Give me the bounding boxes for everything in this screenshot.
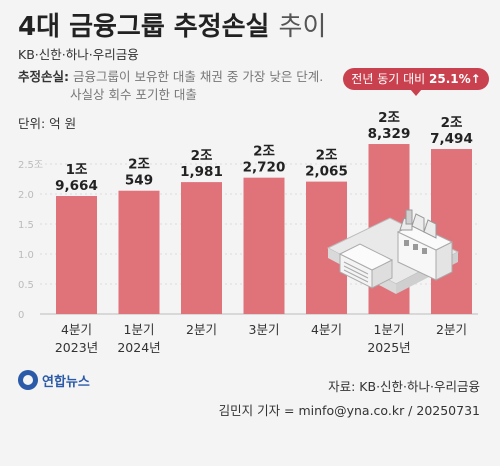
- bar: [243, 177, 285, 314]
- y-tick-label: 0: [18, 310, 24, 321]
- value-label-top: 1조: [66, 162, 88, 178]
- yonhap-logo-text: 연합뉴스: [42, 374, 90, 390]
- value-label-top: 2조: [441, 115, 463, 131]
- value-label-bottom: 2,065: [305, 164, 348, 180]
- value-label-bottom: 2,720: [243, 160, 286, 176]
- yoy-change-text: 전년 동기 대비: [351, 72, 426, 86]
- chart-title: 4대 금융그룹 추정손실 추이: [18, 6, 326, 43]
- definition-line1: 금융그룹이 보유한 대출 채권 중 가장 낮은 단계.: [72, 69, 324, 84]
- x-tick-year-label: 2023년: [55, 340, 98, 355]
- title-suffix: 추이: [278, 12, 327, 42]
- x-tick-label: 3분기: [249, 322, 280, 337]
- chart-subtitle: KB·신한·하나·우리금융: [18, 47, 139, 62]
- value-label-bottom: 9,664: [55, 178, 98, 194]
- x-tick-label: 1분기: [374, 322, 405, 337]
- factory-icon: [326, 209, 460, 294]
- value-label-top: 2조: [128, 157, 150, 173]
- definition-note: 추정손실: 금융그룹이 보유한 대출 채권 중 가장 낮은 단계. 사실상 회수…: [18, 68, 323, 104]
- yonhap-logo-icon: [18, 370, 38, 390]
- bar: [431, 149, 472, 314]
- bar: [181, 182, 222, 314]
- bar: [56, 196, 97, 314]
- y-tick-label: 1.0: [18, 250, 34, 261]
- value-label-top: 2조: [191, 148, 213, 164]
- x-tick-year-label: 2025년: [367, 340, 410, 355]
- callout-pointer: [410, 89, 422, 96]
- definition-label: 추정손실:: [18, 69, 69, 84]
- unit-label: 단위: 억 원: [18, 116, 77, 131]
- x-tick-label: 4분기: [311, 322, 342, 337]
- x-tick-label: 2분기: [436, 322, 467, 337]
- yonhap-logo: 연합뉴스: [18, 370, 90, 390]
- value-label-top: 2조: [378, 110, 400, 126]
- bar: [118, 190, 160, 314]
- y-tick-label: 2.0: [18, 190, 34, 201]
- x-tick-label: 4분기: [61, 322, 92, 337]
- y-tick-label: 0.5: [18, 280, 34, 291]
- x-tick-year-label: 2024년: [117, 340, 160, 355]
- value-label-top: 2조: [253, 144, 275, 160]
- x-tick-label: 2분기: [186, 322, 217, 337]
- value-label-top: 2조: [316, 148, 338, 164]
- value-label-bottom: 7,494: [430, 131, 473, 147]
- y-tick-label: 1.5: [18, 220, 34, 231]
- yoy-change-value: 25.1%↑: [429, 72, 481, 86]
- value-label-bottom: 549: [125, 173, 153, 189]
- value-label-bottom: 1,981: [180, 164, 223, 180]
- bars-group: 1조9,6644분기2023년2조5491분기2024년2조1,9812분기2조…: [55, 110, 473, 355]
- title-main: 4대 금융그룹 추정손실: [18, 12, 270, 42]
- source-note: 자료: KB·신한·하나·우리금융: [328, 379, 480, 394]
- credit-line: 김민지 기자 = minfo@yna.co.kr / 20250731: [218, 403, 480, 418]
- yoy-change-badge: 전년 동기 대비 25.1%↑: [343, 68, 489, 90]
- x-tick-label: 1분기: [124, 322, 155, 337]
- definition-line2: 사실상 회수 포기한 대출: [70, 87, 197, 102]
- value-label-bottom: 8,329: [368, 126, 411, 142]
- y-tick-label: 2.5조: [18, 160, 43, 171]
